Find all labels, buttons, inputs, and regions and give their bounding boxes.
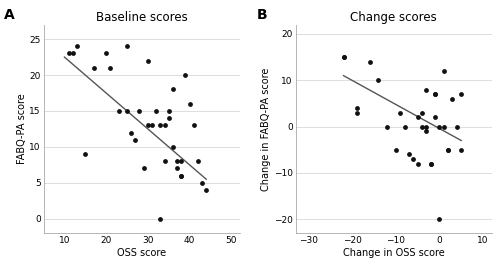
Point [152, 109, 160, 113]
Title: Change scores: Change scores [350, 11, 437, 24]
Title: Baseline scores: Baseline scores [96, 11, 188, 24]
Point [64, 51, 72, 56]
Text: B: B [256, 8, 267, 22]
Point [69, 51, 77, 56]
Point [374, 78, 382, 82]
Point [114, 109, 122, 113]
Point [190, 123, 198, 127]
Point [198, 181, 206, 185]
Point [164, 109, 172, 113]
Point [173, 159, 181, 163]
X-axis label: Change in OSS score: Change in OSS score [343, 248, 444, 258]
Y-axis label: FABQ-PA score: FABQ-PA score [16, 94, 26, 164]
Point [177, 159, 185, 163]
Point [396, 111, 404, 115]
Point [73, 44, 81, 48]
Point [144, 123, 152, 127]
Point [136, 109, 143, 113]
Point [431, 92, 439, 96]
Point [177, 173, 185, 178]
Point [186, 102, 194, 106]
Point [340, 55, 347, 59]
Point [431, 92, 439, 96]
Point [160, 159, 168, 163]
Point [169, 87, 177, 92]
Point [82, 152, 90, 156]
Point [160, 123, 168, 127]
Point [156, 217, 164, 221]
Point [436, 124, 444, 129]
Point [366, 60, 374, 64]
Point [414, 115, 422, 119]
Point [352, 106, 360, 110]
Point [410, 157, 418, 161]
Point [123, 109, 131, 113]
Point [202, 188, 210, 192]
X-axis label: OSS score: OSS score [117, 248, 166, 258]
Point [426, 161, 434, 166]
Point [140, 166, 147, 171]
Point [400, 124, 408, 129]
Point [194, 159, 202, 163]
Point [102, 51, 110, 56]
Point [448, 97, 456, 101]
Point [418, 124, 426, 129]
Point [148, 123, 156, 127]
Point [414, 161, 422, 166]
Point [440, 124, 448, 129]
Point [426, 161, 434, 166]
Point [156, 123, 164, 127]
Point [422, 88, 430, 92]
Point [383, 124, 391, 129]
Point [392, 148, 400, 152]
Point [422, 124, 430, 129]
Point [164, 116, 172, 120]
Point [127, 130, 135, 135]
Point [431, 115, 439, 119]
Text: A: A [4, 8, 15, 22]
Point [405, 152, 413, 156]
Point [173, 166, 181, 171]
Point [123, 44, 131, 48]
Point [132, 138, 140, 142]
Point [182, 73, 190, 77]
Point [457, 148, 465, 152]
Point [144, 59, 152, 63]
Point [340, 55, 347, 59]
Point [352, 111, 360, 115]
Point [453, 124, 461, 129]
Y-axis label: Change in FABQ-PA score: Change in FABQ-PA score [261, 67, 271, 191]
Point [444, 148, 452, 152]
Point [106, 66, 114, 70]
Point [422, 129, 430, 133]
Point [177, 173, 185, 178]
Point [457, 92, 465, 96]
Point [169, 145, 177, 149]
Point [444, 148, 452, 152]
Point [440, 69, 448, 73]
Point [436, 217, 444, 221]
Point [418, 111, 426, 115]
Point [90, 66, 98, 70]
